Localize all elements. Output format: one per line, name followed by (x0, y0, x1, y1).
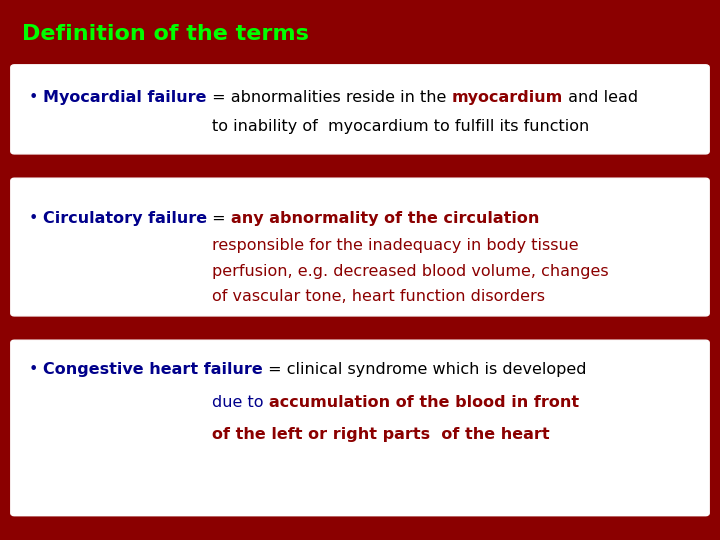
Text: perfusion, e.g. decreased blood volume, changes: perfusion, e.g. decreased blood volume, … (212, 264, 609, 279)
FancyBboxPatch shape (11, 178, 709, 316)
Text: of the left or right parts  of the heart: of the left or right parts of the heart (212, 427, 550, 442)
Text: due to: due to (212, 395, 269, 410)
Text: accumulation of the blood in front: accumulation of the blood in front (269, 395, 579, 410)
Text: = abnormalities reside in the: = abnormalities reside in the (207, 90, 451, 105)
Text: •: • (29, 211, 43, 226)
Text: myocardium: myocardium (451, 90, 562, 105)
Text: •: • (29, 362, 43, 377)
Text: any abnormality of the circulation: any abnormality of the circulation (231, 211, 539, 226)
Text: to inability of  myocardium to fulfill its function: to inability of myocardium to fulfill it… (212, 119, 590, 134)
Text: •: • (29, 90, 43, 105)
FancyBboxPatch shape (11, 65, 709, 154)
Text: and lead: and lead (562, 90, 638, 105)
Text: Definition of the terms: Definition of the terms (22, 24, 308, 44)
Text: Myocardial failure: Myocardial failure (43, 90, 207, 105)
Text: Congestive heart failure: Congestive heart failure (43, 362, 263, 377)
Text: =: = (207, 211, 231, 226)
Text: of vascular tone, heart function disorders: of vascular tone, heart function disorde… (212, 289, 546, 304)
Text: Circulatory failure: Circulatory failure (43, 211, 207, 226)
Text: = clinical syndrome which is developed: = clinical syndrome which is developed (263, 362, 587, 377)
Text: responsible for the inadequacy in body tissue: responsible for the inadequacy in body t… (212, 238, 579, 253)
FancyBboxPatch shape (11, 340, 709, 516)
